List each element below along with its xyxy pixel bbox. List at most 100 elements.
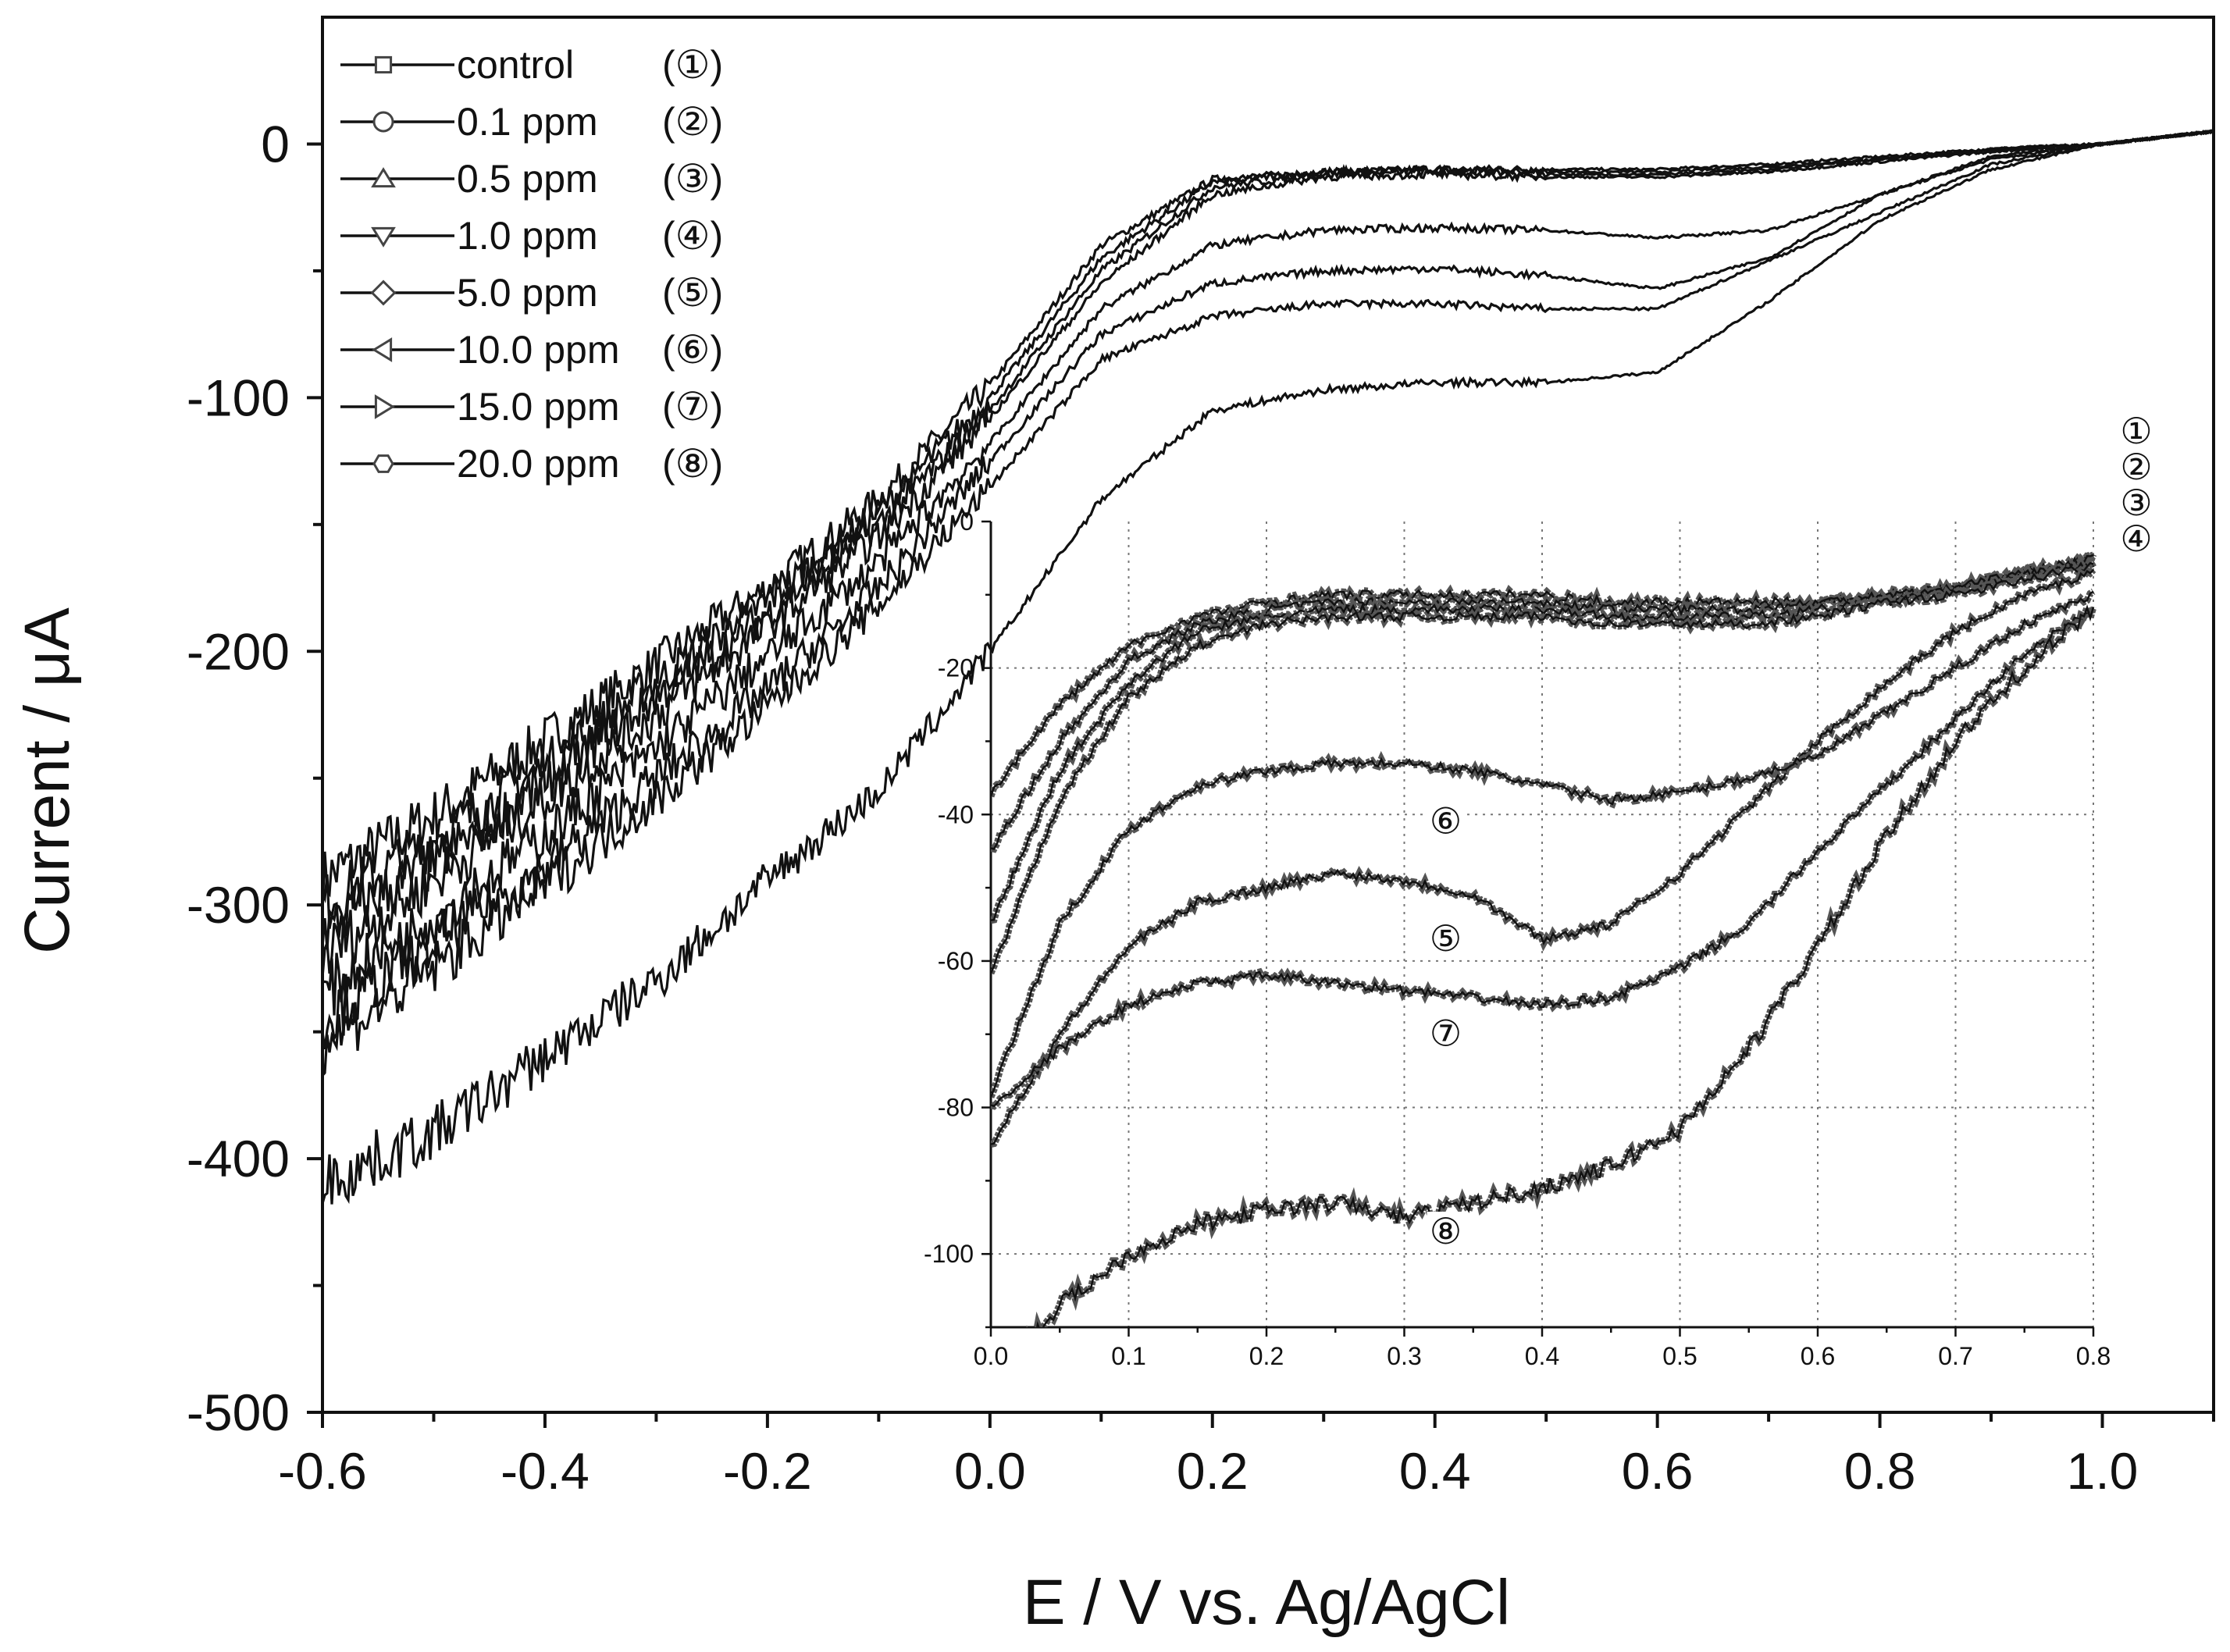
inset-curve-label: ⑤ xyxy=(1427,918,1465,960)
inset-y-tick-label: 0 xyxy=(960,507,974,536)
legend-label: control xyxy=(457,43,574,87)
series-line-4 xyxy=(321,130,2214,977)
legend-item: 10.0 ppm (⑥) xyxy=(340,328,723,372)
inset-curve-label-text: ⑥ xyxy=(1430,801,1462,842)
hexagon-marker-icon xyxy=(372,454,394,473)
curve-label: ④ xyxy=(2120,518,2152,559)
legend-id: (⑧) xyxy=(662,442,723,486)
legend-item: 20.0 ppm (⑧) xyxy=(340,442,723,486)
legend-id: (③) xyxy=(662,157,723,201)
x-tick-label: 0.8 xyxy=(1844,1442,1916,1500)
y-tick-label: -500 xyxy=(187,1383,290,1441)
curve-label: ① xyxy=(2120,411,2152,451)
legend-id: (②) xyxy=(662,100,723,144)
curve-label: ③ xyxy=(2120,482,2152,523)
y-tick-label: 0 xyxy=(261,115,290,173)
series-line-8 xyxy=(321,129,2214,1205)
legend-item: control (①) xyxy=(340,43,723,87)
series-line-3 xyxy=(321,129,2214,950)
x-tick-label: -0.2 xyxy=(723,1442,812,1500)
inset-x-tick-label: 0.7 xyxy=(1938,1342,1972,1370)
main-axes: -0.6 -0.4 -0.2 0.0 0.2 0.4 0.6 0.8 1.00-100-200-… xyxy=(187,16,2215,1500)
y-tick-label: -300 xyxy=(187,876,290,934)
legend-label: 5.0 ppm xyxy=(457,271,598,315)
inset-series-line-4 xyxy=(991,561,2094,974)
legend-item: 5.0 ppm (⑤) xyxy=(340,271,723,315)
inset-x-tick-label: 0.5 xyxy=(1662,1342,1697,1370)
inset-x-tick-label: 0.2 xyxy=(1249,1342,1284,1370)
inset-curve-label-text: ⑤ xyxy=(1430,918,1462,959)
inset-x-tick-label: 0.6 xyxy=(1801,1342,1835,1370)
inset-series-line-7 xyxy=(991,608,2094,1108)
legend-item: 0.1 ppm (②) xyxy=(340,100,723,144)
inset-series-line-3 xyxy=(991,560,2095,922)
curve-label: ② xyxy=(2120,447,2152,487)
legend-id: (⑤) xyxy=(662,271,723,315)
inset-curve-label-text: ⑦ xyxy=(1430,1013,1462,1054)
inset-series-line-2 xyxy=(991,554,2094,850)
legend-item: 15.0 ppm (⑦) xyxy=(340,385,723,429)
x-tick-label: 0.6 xyxy=(1622,1442,1694,1500)
legend-id: (⑥) xyxy=(662,328,723,372)
triangle-right-marker-icon xyxy=(374,394,395,419)
inset-x-tick-label: 0.8 xyxy=(2076,1342,2111,1370)
inset-curve-label-bg xyxy=(1427,801,1465,842)
legend-label: 20.0 ppm xyxy=(457,442,619,486)
x-tick-label: -0.6 xyxy=(278,1442,367,1500)
triangle-down-marker-icon xyxy=(371,226,396,247)
inset-curve-label: ⑦ xyxy=(1427,1013,1465,1055)
y-axis-title: Current / μA xyxy=(12,607,83,954)
inset-curve-label: ⑥ xyxy=(1427,801,1465,842)
circle-marker-icon xyxy=(372,111,394,133)
inset-x-tick-label: 0.1 xyxy=(1111,1342,1145,1370)
legend-label: 15.0 ppm xyxy=(457,385,619,429)
inset-series-line-8 xyxy=(1036,604,2095,1327)
legend: control (①) 0.1 ppm (②) 0.5 ppm (③) 1.0 ppm (④)… xyxy=(340,43,723,486)
legend-item: 1.0 ppm (④) xyxy=(340,214,723,258)
legend-label: 1.0 ppm xyxy=(457,214,598,258)
x-tick-label: 0.4 xyxy=(1399,1442,1471,1500)
x-tick-label: 0.0 xyxy=(954,1442,1026,1500)
triangle-left-marker-icon xyxy=(372,337,393,362)
inset-curve-label-bg xyxy=(1427,918,1465,960)
inset-x-tick-label: 0.4 xyxy=(1525,1342,1559,1370)
inset-curve-label-bg xyxy=(1427,1212,1465,1253)
x-axis-title: E / V vs. Ag/AgCl xyxy=(1023,1567,1510,1638)
inset-y-tick-label: -100 xyxy=(924,1240,974,1268)
legend-id: (①) xyxy=(662,43,723,87)
inset-chart: 0.0 0.1 0.2 0.3 0.4 0.5 0.6 0.7 0.8 0 -20 -40 -60 -80… xyxy=(924,507,2111,1370)
plot-frame xyxy=(321,16,2215,1414)
inset-y-tick-label: -20 xyxy=(938,654,974,682)
x-tick-label: 1.0 xyxy=(2067,1442,2139,1500)
inset-curve-label: ⑧ xyxy=(1427,1211,1465,1253)
inset-y-tick-label: -40 xyxy=(938,800,974,828)
series-line-7 xyxy=(321,130,2214,1077)
y-tick-label: -200 xyxy=(187,622,290,680)
inset-y-tick-label: -80 xyxy=(938,1094,974,1122)
inset-series-lines xyxy=(991,550,2097,1327)
square-marker-icon xyxy=(374,55,393,74)
legend-label: 10.0 ppm xyxy=(457,328,619,372)
triangle-up-marker-icon xyxy=(371,167,396,188)
legend-label: 0.1 ppm xyxy=(457,100,598,144)
series-line-6 xyxy=(322,130,2214,1016)
y-tick-label: -100 xyxy=(187,368,290,426)
legend-item: 0.5 ppm (③) xyxy=(340,157,723,201)
inset-x-tick-label: 0.3 xyxy=(1387,1342,1421,1370)
legend-label: 0.5 ppm xyxy=(457,157,598,201)
inset-series-line-6 xyxy=(991,590,2094,1098)
inset-x-tick-label: 0.0 xyxy=(974,1342,1008,1370)
inset-series-line-5 xyxy=(991,568,2094,1145)
series-line-1 xyxy=(321,130,2214,912)
diamond-marker-icon xyxy=(370,279,397,306)
y-tick-label: -400 xyxy=(187,1130,290,1187)
legend-id: (⑦) xyxy=(662,385,723,429)
inset-y-tick-label: -60 xyxy=(938,947,974,975)
inset-curve-label-bg xyxy=(1427,1013,1465,1055)
x-tick-label: 0.2 xyxy=(1177,1442,1249,1500)
x-tick-label: -0.4 xyxy=(501,1442,590,1500)
inset-curve-label-text: ⑧ xyxy=(1430,1211,1462,1251)
legend-id: (④) xyxy=(662,214,723,258)
